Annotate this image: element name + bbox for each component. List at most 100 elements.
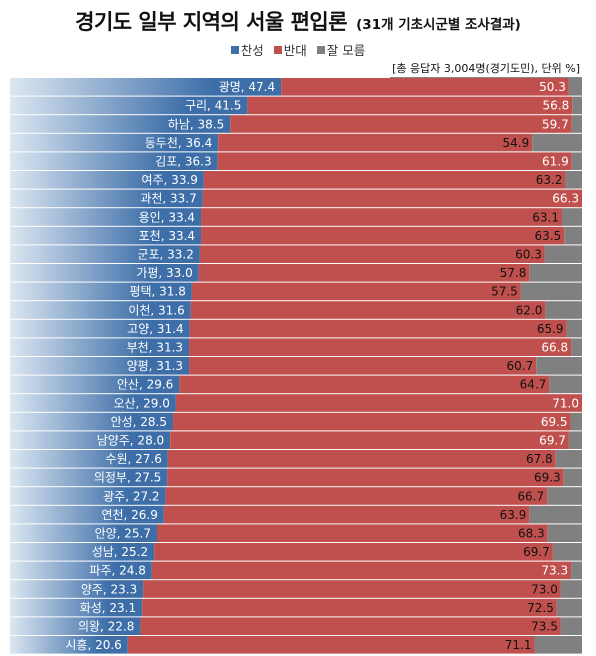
bar-oppose: [173, 412, 571, 431]
oppose-data-label: 63.9: [500, 508, 527, 522]
bar-unknown: [547, 524, 582, 542]
bar-oppose: [143, 580, 561, 598]
oppose-data-label: 62.0: [516, 303, 543, 317]
bar-support: [10, 245, 200, 263]
bar-support: [10, 226, 202, 245]
support-data-label: 오산, 29.0: [113, 396, 169, 410]
bar-support: [10, 561, 152, 580]
oppose-data-label: 60.7: [507, 359, 534, 373]
oppose-data-label: 73.3: [541, 564, 568, 578]
bar-oppose: [199, 245, 545, 263]
legend-label-unknown: 잘 모름: [326, 43, 366, 58]
oppose-data-label: 72.5: [527, 601, 554, 615]
legend-swatch-oppose: [273, 46, 282, 54]
bar-oppose: [203, 171, 566, 189]
oppose-data-label: 69.5: [541, 415, 568, 429]
oppose-data-label: 71.1: [505, 638, 532, 652]
bar-unknown: [545, 301, 582, 319]
bar-unknown: [564, 226, 582, 245]
legend-swatch-support: [230, 46, 239, 54]
bar-support: [10, 598, 143, 617]
bar-support: [10, 375, 180, 394]
oppose-data-label: 60.3: [515, 248, 542, 262]
bar-group: [10, 78, 582, 654]
support-data-label: 의왕, 22.8: [78, 620, 134, 634]
bar-unknown: [556, 598, 582, 617]
oppose-data-label: 69.3: [534, 471, 561, 485]
oppose-data-label: 66.7: [517, 489, 544, 503]
bar-oppose: [167, 450, 556, 468]
support-data-label: 평택, 31.8: [129, 285, 185, 299]
support-data-label: 포천, 33.4: [139, 228, 195, 243]
support-data-label: 동두천, 36.4: [145, 135, 212, 150]
bar-support: [10, 543, 155, 561]
bar-support: [10, 357, 190, 375]
bar-unknown: [563, 468, 582, 487]
bar-oppose: [127, 636, 535, 654]
bar-unknown: [571, 338, 582, 356]
bar-oppose: [154, 543, 553, 561]
bar-support: [10, 282, 192, 301]
support-data-label: 가평, 33.0: [136, 266, 192, 280]
support-data-label: 안산, 29.6: [117, 378, 173, 392]
bar-support: [10, 412, 174, 431]
support-data-label: 시흥, 20.6: [65, 638, 121, 652]
oppose-data-label: 65.9: [537, 322, 564, 336]
bar-unknown: [560, 580, 582, 598]
legend-item-unknown: 잘 모름: [316, 40, 366, 59]
bar-unknown: [536, 357, 582, 375]
chart-title: 경기도 일부 지역의 서울 편입론 (31개 기초시군별 조사결과): [0, 6, 596, 36]
bar-support: [10, 264, 199, 282]
support-data-label: 광주, 27.2: [103, 489, 159, 503]
bar-oppose: [230, 115, 572, 133]
oppose-data-label: 64.7: [520, 378, 547, 392]
support-data-label: 안양, 25.7: [95, 527, 151, 541]
legend-item-oppose: 반대: [273, 40, 307, 59]
bar-oppose: [165, 487, 548, 505]
oppose-data-label: 71.0: [552, 396, 579, 410]
support-data-label: 성남, 25.2: [92, 545, 148, 559]
bar-support: [10, 636, 128, 654]
oppose-data-label: 57.5: [491, 285, 518, 299]
bar-unknown: [547, 487, 582, 505]
oppose-data-label: 73.0: [531, 582, 558, 596]
bar-unknown: [570, 412, 582, 431]
bar-oppose: [170, 431, 569, 449]
bar-oppose: [142, 598, 557, 617]
oppose-data-label: 56.8: [543, 99, 570, 113]
bar-unknown: [568, 78, 582, 96]
chart-title-main: 경기도 일부 지역의 서울 편입론: [75, 10, 348, 34]
support-data-label: 화성, 23.1: [80, 601, 136, 615]
bar-oppose: [167, 468, 564, 487]
bar-oppose: [198, 264, 530, 282]
bar-support: [10, 394, 176, 412]
support-data-label: 고양, 31.4: [127, 322, 183, 336]
bar-support: [10, 468, 168, 487]
bar-support: [10, 133, 219, 152]
support-data-label: 하남, 38.5: [168, 117, 224, 131]
bar-support: [10, 115, 231, 133]
oppose-data-label: 50.3: [539, 80, 566, 94]
support-data-label: 파주, 24.8: [89, 564, 145, 578]
bar-unknown: [529, 505, 582, 524]
chart-subtitle: (31개 기초시군별 조사결과): [356, 17, 521, 33]
oppose-data-label: 69.7: [523, 545, 550, 559]
support-data-label: 양주, 23.3: [81, 582, 137, 596]
legend-swatch-unknown: [316, 46, 325, 54]
survey-note: [총 응답자 3,004명(경기도민), 단위 %]: [390, 60, 582, 78]
oppose-data-label: 57.8: [500, 266, 527, 280]
bar-support: [10, 319, 190, 338]
bar-unknown: [544, 245, 582, 263]
bar-unknown: [549, 375, 582, 394]
bar-unknown: [532, 133, 582, 152]
support-data-label: 광명, 47.4: [219, 80, 275, 94]
oppose-data-label: 63.2: [536, 173, 563, 187]
support-data-label: 이천, 31.6: [128, 302, 184, 317]
bar-unknown: [555, 450, 582, 468]
support-data-label: 수원, 27.6: [105, 452, 161, 466]
bar-unknown: [520, 282, 582, 301]
support-data-label: 부천, 31.3: [127, 340, 183, 355]
bar-unknown: [552, 543, 582, 561]
oppose-data-label: 66.8: [541, 341, 568, 355]
